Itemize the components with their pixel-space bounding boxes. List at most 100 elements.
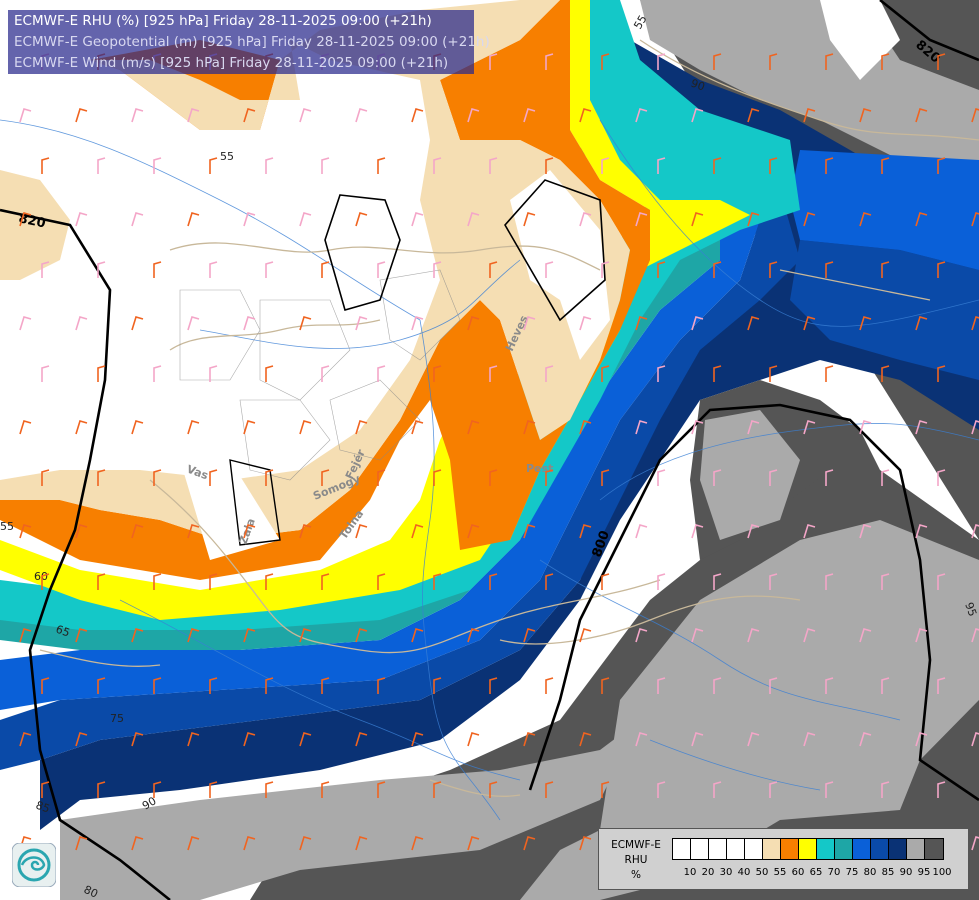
wind-barb bbox=[97, 261, 106, 278]
wind-barb bbox=[97, 573, 106, 590]
wind-barb bbox=[825, 261, 834, 278]
title-wind[interactable]: ECMWF-E Wind (m/s) [925 hPa] Friday 28-1… bbox=[14, 55, 449, 71]
county-borders bbox=[179, 269, 461, 481]
title-geopotential[interactable]: ECMWF-E Geopotential (m) [925 hPa] Frida… bbox=[14, 34, 490, 50]
legend-unit: % bbox=[631, 869, 641, 881]
wind-barb bbox=[601, 261, 610, 278]
rhu-contour-label: 75 bbox=[110, 712, 124, 725]
rhu-pocket-white-2 bbox=[820, 0, 900, 80]
wind-barb bbox=[153, 261, 162, 278]
wind-barb bbox=[915, 628, 928, 643]
legend-tick-label: 40 bbox=[737, 867, 751, 878]
wind-barb bbox=[411, 420, 424, 435]
title-box: ECMWF-E RHU (%) [925 hPa] Friday 28-11-2… bbox=[8, 10, 490, 74]
wind-barb bbox=[691, 628, 704, 643]
wind-barb bbox=[825, 573, 834, 590]
wind-barb bbox=[97, 157, 106, 174]
wind-barb bbox=[41, 781, 50, 798]
rhu-band-90-inset bbox=[700, 410, 800, 540]
wind-barb bbox=[971, 628, 979, 643]
wind-barb bbox=[19, 524, 32, 539]
wind-barb bbox=[747, 316, 760, 331]
wind-barb bbox=[545, 781, 554, 798]
wind-barb bbox=[41, 157, 50, 174]
wind-barb bbox=[859, 524, 872, 539]
wind-barb bbox=[75, 108, 88, 123]
legend-swatch bbox=[853, 839, 871, 859]
wind-barb bbox=[579, 524, 592, 539]
wind-barb bbox=[825, 365, 834, 382]
ecmwf-logo-icon bbox=[12, 843, 56, 887]
wind-barb bbox=[859, 732, 872, 747]
wind-barb bbox=[915, 108, 928, 123]
wind-barb bbox=[747, 524, 760, 539]
wind-barb bbox=[377, 365, 386, 382]
wind-barb bbox=[467, 420, 480, 435]
rhu-pocket-white-1 bbox=[510, 170, 610, 360]
legend-swatch bbox=[871, 839, 889, 859]
wind-barb bbox=[355, 524, 368, 539]
wind-barb bbox=[523, 212, 536, 227]
wind-barb bbox=[299, 628, 312, 643]
legend-swatch bbox=[835, 839, 853, 859]
wind-barb bbox=[433, 573, 442, 590]
wind-barb bbox=[265, 573, 274, 590]
wind-barb bbox=[713, 677, 722, 694]
wind-barb bbox=[523, 108, 536, 123]
wind-barb bbox=[579, 628, 592, 643]
wind-barb bbox=[579, 732, 592, 747]
rhu-contour-label: 55 bbox=[0, 520, 14, 533]
legend-tick-label: 95 bbox=[917, 867, 931, 878]
wind-barb bbox=[545, 365, 554, 382]
wind-barb bbox=[747, 732, 760, 747]
legend-swatch bbox=[781, 839, 799, 859]
wind-barb bbox=[657, 53, 666, 70]
wind-barb bbox=[691, 316, 704, 331]
wind-barb bbox=[691, 212, 704, 227]
wind-barbs bbox=[19, 53, 979, 851]
wind-barb bbox=[859, 420, 872, 435]
wind-barb bbox=[299, 108, 312, 123]
wind-barb bbox=[153, 781, 162, 798]
wind-barb bbox=[433, 157, 442, 174]
rhu-band-90b bbox=[60, 720, 640, 900]
wind-barb bbox=[523, 836, 536, 851]
legend-model: ECMWF-E bbox=[611, 839, 661, 851]
wind-barb bbox=[601, 365, 610, 382]
wind-barb bbox=[209, 157, 218, 174]
legend-ticks: 10 20 30 40 50 55 60 65 70 75 80 85 90 95 100 bbox=[672, 867, 962, 881]
wind-barb bbox=[377, 677, 386, 694]
wind-barb bbox=[769, 157, 778, 174]
wind-barb bbox=[713, 53, 722, 70]
wind-barb bbox=[601, 677, 610, 694]
rhu-contour-label: 65 bbox=[54, 623, 72, 640]
wind-barb bbox=[489, 469, 498, 486]
wind-barb bbox=[747, 108, 760, 123]
wind-barb bbox=[713, 261, 722, 278]
wind-barb bbox=[265, 365, 274, 382]
wind-barb bbox=[433, 677, 442, 694]
wind-barb bbox=[523, 628, 536, 643]
wind-barb bbox=[657, 261, 666, 278]
wind-barb bbox=[545, 677, 554, 694]
wind-barb bbox=[299, 212, 312, 227]
wind-barb bbox=[19, 420, 32, 435]
wind-barb bbox=[915, 524, 928, 539]
title-rhu[interactable]: ECMWF-E RHU (%) [925 hPa] Friday 28-11-2… bbox=[14, 13, 432, 29]
wind-barb bbox=[769, 469, 778, 486]
wind-barb bbox=[187, 316, 200, 331]
wind-barb bbox=[713, 781, 722, 798]
wind-barb bbox=[803, 108, 816, 123]
wind-barb bbox=[19, 732, 32, 747]
wind-barb bbox=[971, 108, 979, 123]
wind-barb bbox=[803, 212, 816, 227]
geopotential-label: 820 bbox=[17, 211, 47, 231]
legend-tick-label: 10 bbox=[683, 867, 697, 878]
legend-swatches bbox=[672, 838, 944, 860]
wind-barb bbox=[489, 261, 498, 278]
rhu-contour-label: 90 bbox=[140, 794, 159, 812]
wind-barb bbox=[299, 836, 312, 851]
wind-barb bbox=[713, 469, 722, 486]
rhu-contour-label: 80 bbox=[82, 883, 100, 900]
wind-barb bbox=[971, 316, 979, 331]
